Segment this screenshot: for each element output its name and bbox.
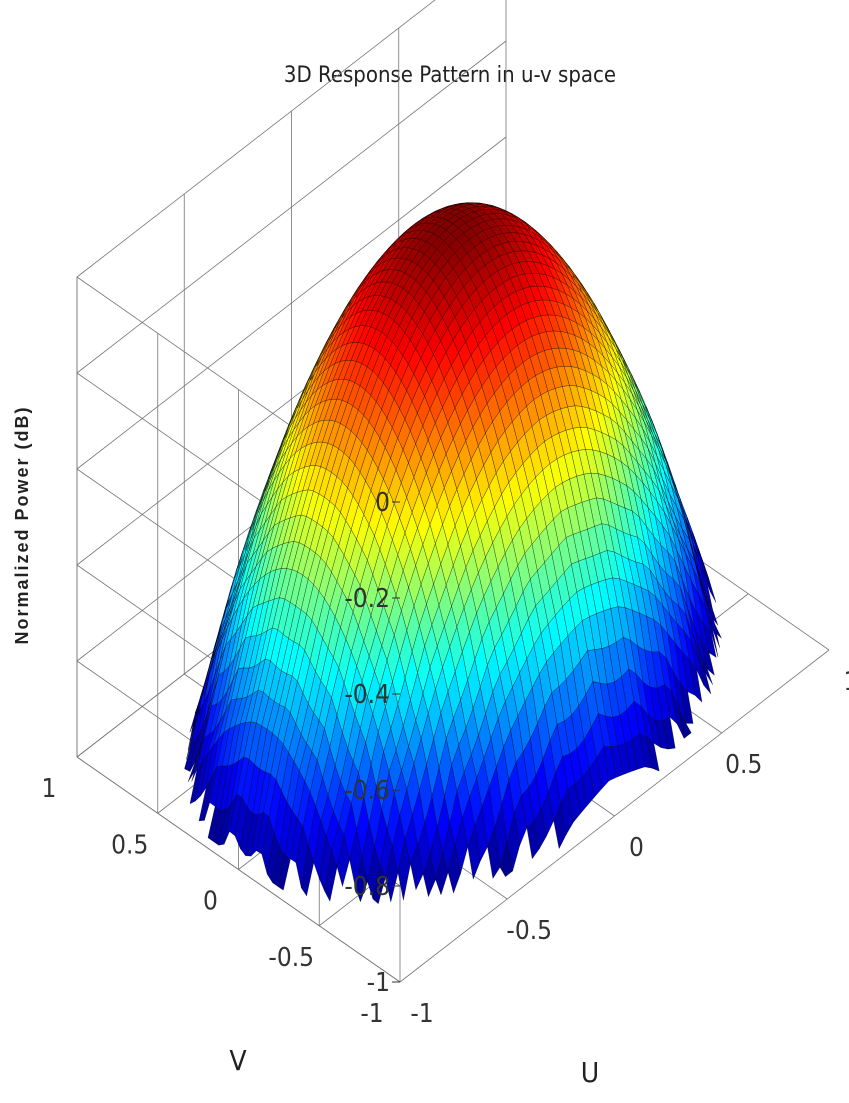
x-axis-label: U (581, 1056, 599, 1089)
z-tick-label: -0.4 (344, 680, 390, 710)
z-tick-label: 0 (375, 488, 390, 518)
v-tick-label: -1 (360, 999, 383, 1029)
wall-grid-line (76, 40, 507, 374)
surface-plot (184, 202, 722, 905)
surface-facet (703, 563, 717, 603)
surface-facet (707, 602, 720, 648)
surface-facet (680, 683, 694, 724)
z-tick-label: -0.6 (344, 776, 390, 806)
z-tick-label: -1 (367, 968, 390, 998)
v-tick-label: 0 (203, 887, 218, 917)
axis-ticks: -1 -0.8 -0.6 -0.4 -0.2 0 -1 -0.5 0 0.5 1 -1 -0.5 0 0.5… (42, 488, 849, 1029)
u-tick-label: -1 (410, 999, 433, 1029)
v-tick-label: 1 (42, 774, 57, 804)
wall-grid-line (76, 0, 436, 278)
v-tick-label: -0.5 (268, 943, 314, 973)
z-tick-label: -0.8 (344, 872, 390, 902)
surface-facet (705, 591, 719, 626)
z-axis-label: Normalized Power (dB) (12, 405, 32, 644)
wall-grid-line (76, 136, 507, 470)
wall-grid-line (76, 756, 401, 983)
u-tick-label: 1 (844, 667, 849, 697)
floor-grid-line (399, 649, 830, 983)
surface-facet (662, 716, 676, 750)
u-tick-label: 0.5 (725, 750, 762, 780)
z-tick-label: -0.2 (344, 584, 390, 614)
v-tick-label: 0.5 (111, 830, 148, 860)
u-tick-label: 0 (629, 833, 644, 863)
y-axis-label: V (229, 1044, 247, 1077)
u-tick-label: -0.5 (506, 916, 552, 946)
